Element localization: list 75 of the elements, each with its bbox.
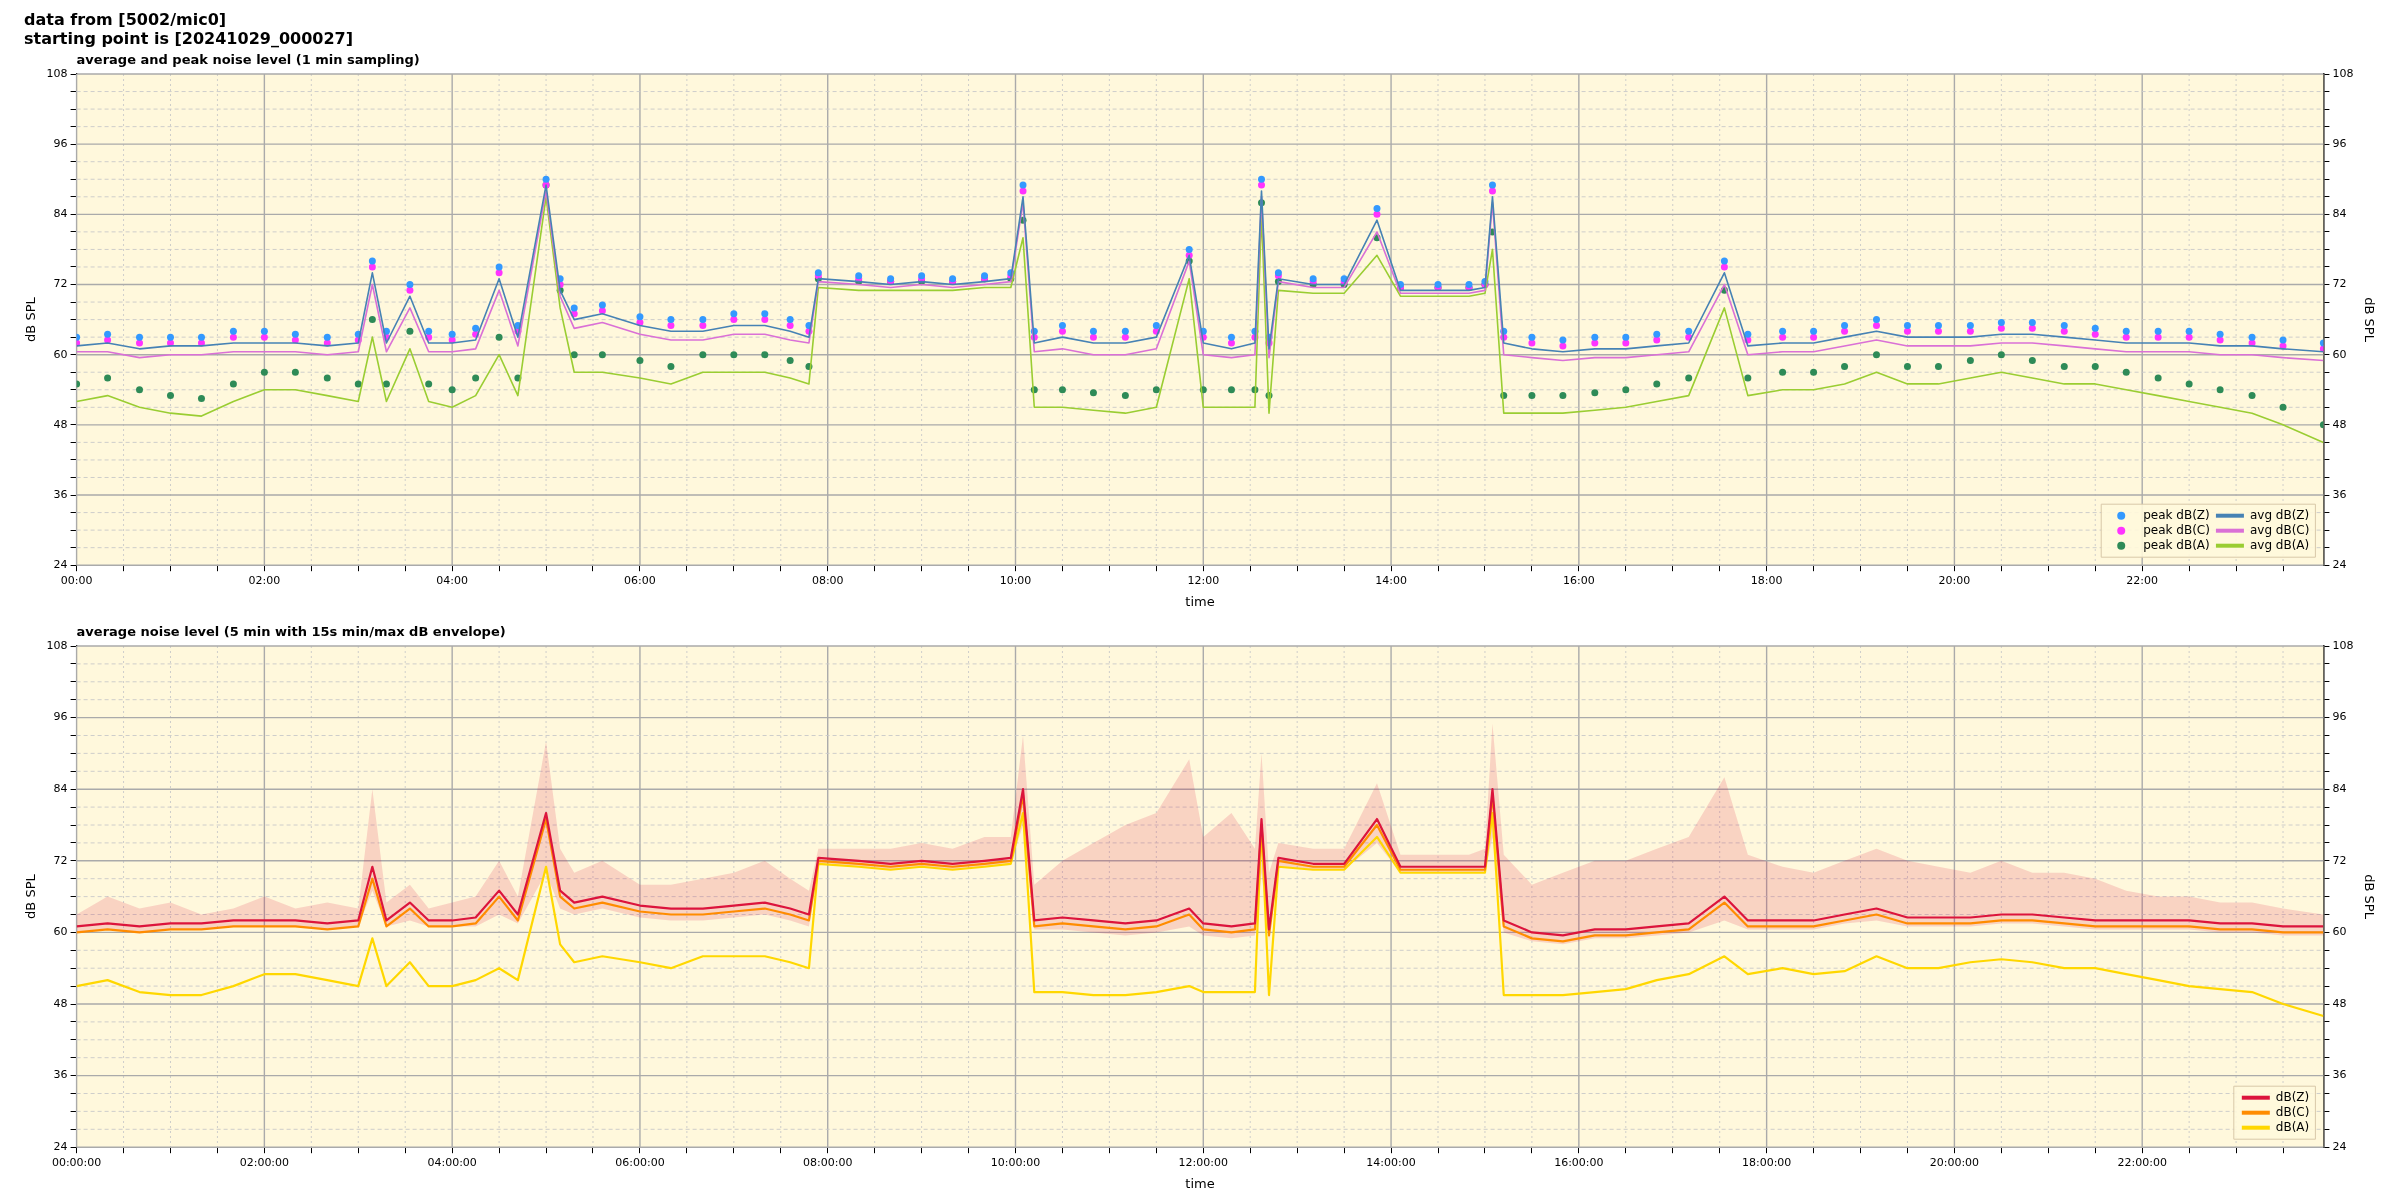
y-tick-label: 96 [53, 710, 68, 724]
chart-title: average and peak noise level (1 min sampling) [76, 51, 420, 67]
y2-tick-label: 48 [2332, 417, 2347, 431]
y2-tick-label: 72 [2332, 853, 2347, 867]
y-tick-label: 48 [53, 417, 68, 431]
x-axis-title: time [1185, 1175, 1215, 1191]
x-tick-label: 00:00 [60, 573, 93, 587]
y2-tick-label: 36 [2332, 487, 2347, 501]
x-axis-title: time [1185, 593, 1215, 609]
y-tick-label: 36 [53, 487, 68, 501]
x-tick-label: 14:00:00 [1366, 1155, 1416, 1169]
x-tick-label: 16:00 [1563, 573, 1595, 587]
x-tick-label: 14:00 [1375, 573, 1407, 587]
legend-label: avg dB(C) [2249, 522, 2310, 537]
y2-tick-label: 60 [2332, 925, 2347, 939]
x-tick-label: 02:00:00 [239, 1155, 290, 1169]
y2-tick-label: 108 [2332, 638, 2354, 652]
x-tick-label: 10:00 [999, 573, 1032, 587]
y-tick-label: 96 [53, 137, 68, 151]
legend-label: avg dB(A) [2249, 537, 2310, 552]
x-tick-label: 12:00 [1187, 573, 1220, 587]
y-tick-label: 60 [53, 347, 68, 361]
y2-tick-label: 96 [2332, 137, 2347, 151]
chart-title: average noise level (5 min with 15s min/max dB envelope) [76, 623, 506, 639]
x-tick-label: 20:00:00 [1929, 1155, 1980, 1169]
x-tick-label: 10:00:00 [990, 1155, 1041, 1169]
y-tick-label: 60 [53, 925, 68, 939]
y2-tick-label: 96 [2332, 710, 2347, 724]
x-tick-label: 06:00 [624, 573, 656, 587]
legend-label: dB(A) [2275, 1119, 2310, 1134]
text: data from [5002/mic0] [24, 10, 227, 29]
y2-tick-label: 84 [2332, 207, 2347, 221]
y2-axis-title: dB SPL [2361, 874, 2377, 920]
x-tick-label: 12:00:00 [1178, 1155, 1228, 1169]
y-tick-label: 72 [53, 277, 68, 291]
legend-label: dB(C) [2275, 1104, 2310, 1119]
y2-tick-label: 84 [2332, 782, 2347, 796]
x-tick-label: 04:00 [436, 573, 469, 587]
y-tick-label: 36 [53, 1068, 68, 1082]
y2-tick-label: 36 [2332, 1068, 2347, 1082]
y2-tick-label: 48 [2332, 996, 2347, 1010]
x-tick-label: 00:00:00 [51, 1155, 102, 1169]
x-tick-label: 22:00:00 [2117, 1155, 2167, 1169]
legend-label: dB(Z) [2275, 1089, 2310, 1104]
x-tick-label: 08:00:00 [803, 1155, 853, 1169]
legend-label: peak dB(A) [2143, 537, 2210, 552]
x-tick-label: 22:00 [2126, 573, 2159, 587]
x-tick-label: 18:00 [1750, 573, 1783, 587]
y2-tick-label: 24 [2332, 1140, 2347, 1154]
y2-tick-label: 60 [2332, 347, 2347, 361]
x-tick-label: 02:00 [248, 573, 281, 587]
x-tick-label: 08:00 [811, 573, 844, 587]
y2-tick-label: 108 [2332, 66, 2354, 80]
y-axis-title: dB SPL [23, 296, 39, 342]
legend-label: avg dB(Z) [2249, 507, 2310, 522]
x-tick-label: 18:00:00 [1741, 1155, 1792, 1169]
x-tick-label: 04:00:00 [427, 1155, 477, 1169]
y2-tick-label: 24 [2332, 558, 2347, 572]
y-tick-label: 84 [53, 207, 68, 221]
y-tick-label: 48 [53, 996, 68, 1010]
y2-axis-title: dB SPL [2361, 297, 2377, 343]
text: starting point is [20241029_000027] [24, 29, 354, 48]
y-tick-label: 24 [53, 1140, 68, 1154]
y2-tick-label: 72 [2332, 277, 2347, 291]
y-tick-label: 84 [53, 782, 68, 796]
x-tick-label: 20:00 [1938, 573, 1971, 587]
x-tick-label: 16:00:00 [1554, 1155, 1604, 1169]
y-tick-label: 108 [46, 66, 68, 80]
y-tick-label: 108 [46, 638, 68, 652]
legend-label: peak dB(C) [2143, 522, 2210, 537]
y-tick-label: 24 [53, 558, 68, 572]
legend-label: peak dB(Z) [2143, 507, 2210, 522]
y-axis-title: dB SPL [23, 873, 39, 919]
x-tick-label: 06:00:00 [615, 1155, 665, 1169]
y-tick-label: 72 [53, 853, 68, 867]
